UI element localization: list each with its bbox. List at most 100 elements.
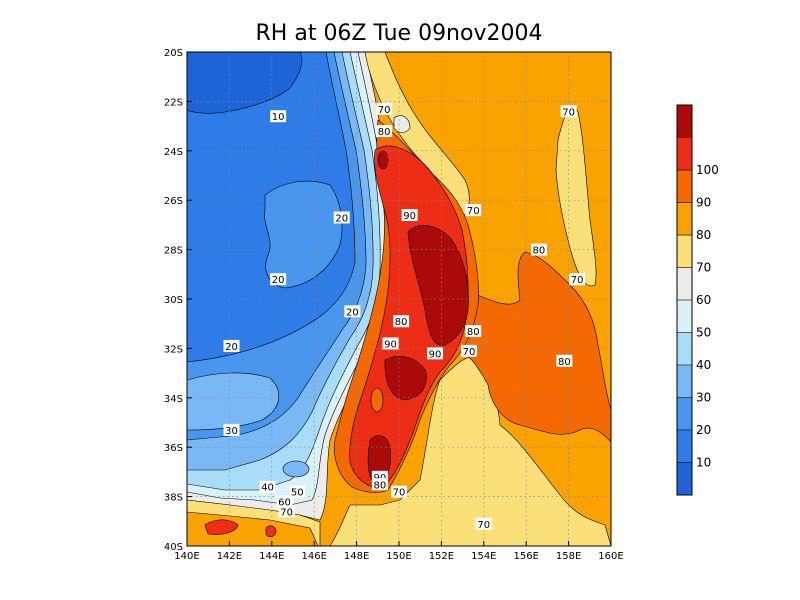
y-tick-label: 24S	[164, 147, 183, 158]
fill-20-blob-south	[187, 372, 280, 431]
contour-label: 30	[225, 426, 238, 437]
x-tick-label: 148E	[344, 551, 369, 562]
colorbar-segment	[677, 332, 692, 366]
x-axis-ticks: 140E 142E 144E 146E 148E 150E 152E 154E 156E 158E…	[174, 541, 624, 562]
contour-label: 90	[429, 349, 442, 360]
contour-label-bg	[276, 495, 293, 508]
y-tick-label: 22S	[164, 97, 183, 108]
colorbar-label: 10	[696, 456, 711, 470]
colorbar-label: 30	[696, 391, 711, 405]
fill-90-100-mid	[384, 356, 427, 401]
colorbar-segment	[677, 462, 692, 496]
contour-label: 60	[278, 498, 291, 509]
contour-label: 50	[291, 488, 304, 499]
y-tick-label: 38S	[164, 493, 183, 504]
y-tick-label: 26S	[164, 196, 183, 207]
colorbar-label: 70	[696, 261, 711, 275]
y-tick-label: 40S	[164, 542, 183, 553]
contour-label: 70	[562, 107, 575, 118]
colorbar-segment	[677, 397, 692, 431]
y-tick-label: 34S	[164, 394, 183, 405]
contour-label-bg	[371, 478, 388, 491]
contour-label-bg	[427, 347, 444, 360]
fill-20-blob-mid	[264, 180, 343, 289]
contour-label-bg	[223, 423, 240, 436]
contour-label-bg	[333, 211, 350, 224]
y-tick-label: 32S	[164, 344, 183, 355]
colorbar-segment	[677, 365, 692, 398]
contour-label: 70	[280, 507, 293, 518]
contour-label: 10	[272, 112, 285, 123]
contour-label-bg	[344, 305, 361, 318]
contour-label: 70	[378, 105, 391, 116]
colorbar-label: 40	[696, 358, 711, 372]
fill-90-spot-north	[377, 150, 389, 170]
chart-title: RH at 06Z Tue 09nov2004	[256, 21, 543, 46]
colorbar-segment	[677, 430, 692, 463]
contour-label: 20	[272, 275, 285, 286]
contour-label-bg	[270, 110, 287, 123]
x-tick-label: 146E	[301, 551, 326, 562]
contour-label: 20	[335, 213, 348, 224]
fill-yellow-east-strip	[555, 106, 597, 287]
y-tick-label: 28S	[164, 246, 183, 257]
contour-label-bg	[530, 243, 547, 256]
colorbar-label: 50	[696, 326, 711, 340]
contour-label: 70	[393, 488, 406, 499]
contour-label-bg	[278, 505, 295, 518]
y-tick-label: 20S	[164, 48, 183, 59]
colorbar-segment	[677, 105, 692, 138]
contour-label: 90	[403, 211, 416, 222]
x-tick-label: 140E	[174, 551, 199, 562]
colorbar-label: 100	[696, 163, 719, 177]
contour-label-bg	[223, 339, 240, 352]
contour-label: 80	[374, 480, 387, 491]
colorbar-segment	[677, 170, 692, 203]
contour-label: 70	[463, 347, 476, 358]
fill-sw-80-90b	[265, 525, 277, 538]
colorbar-segment	[677, 267, 692, 301]
contour-label-bg	[376, 125, 393, 138]
colorbar-segment	[677, 202, 692, 236]
x-tick-label: 150E	[386, 551, 411, 562]
y-axis-ticks: 20S 22S 24S 26S 28S 30S 32S 34S 36S 38S 40S	[164, 48, 192, 553]
fill-30-spot	[282, 460, 310, 478]
x-tick-label: 152E	[429, 551, 454, 562]
contour-label: 80	[378, 127, 391, 138]
contour-label: 70	[571, 275, 584, 286]
contour-label-bg	[465, 204, 482, 217]
contour-label-bg	[465, 325, 482, 338]
colorbar-label: 90	[696, 196, 711, 210]
y-tick-label: 36S	[164, 443, 183, 454]
contour-label-bg	[382, 337, 399, 350]
x-tick-label: 142E	[217, 551, 242, 562]
contour-label-bg	[376, 102, 393, 115]
contour-label-bg	[475, 517, 492, 530]
fill-coast-gray	[393, 115, 411, 133]
colorbar-segment	[677, 137, 692, 171]
fill-80-spot	[370, 387, 384, 413]
x-tick-label: 158E	[556, 551, 581, 562]
x-tick-label: 154E	[471, 551, 496, 562]
contour-label-bg	[259, 480, 276, 493]
contour-label: 20	[346, 307, 359, 318]
contour-label-bg	[460, 344, 477, 357]
contour-label: 80	[467, 327, 480, 338]
contour-label: 80	[558, 357, 571, 368]
x-tick-label: 160E	[598, 551, 623, 562]
y-tick-label: 30S	[164, 295, 183, 306]
fill-lowest-nw	[187, 52, 303, 114]
contour-label: 80	[533, 246, 546, 257]
contour-label: 20	[225, 342, 238, 353]
contour-label-bg	[556, 354, 573, 367]
contour-label: 40	[261, 483, 274, 494]
contour-label-bg	[270, 273, 287, 286]
colorbar-label: 20	[696, 423, 711, 437]
colorbar-segment	[677, 300, 692, 333]
contour-label: 70	[467, 206, 480, 217]
contour-label: 80	[395, 317, 408, 328]
contour-label-bg	[391, 485, 407, 498]
fill-sw-80-90	[204, 519, 239, 535]
